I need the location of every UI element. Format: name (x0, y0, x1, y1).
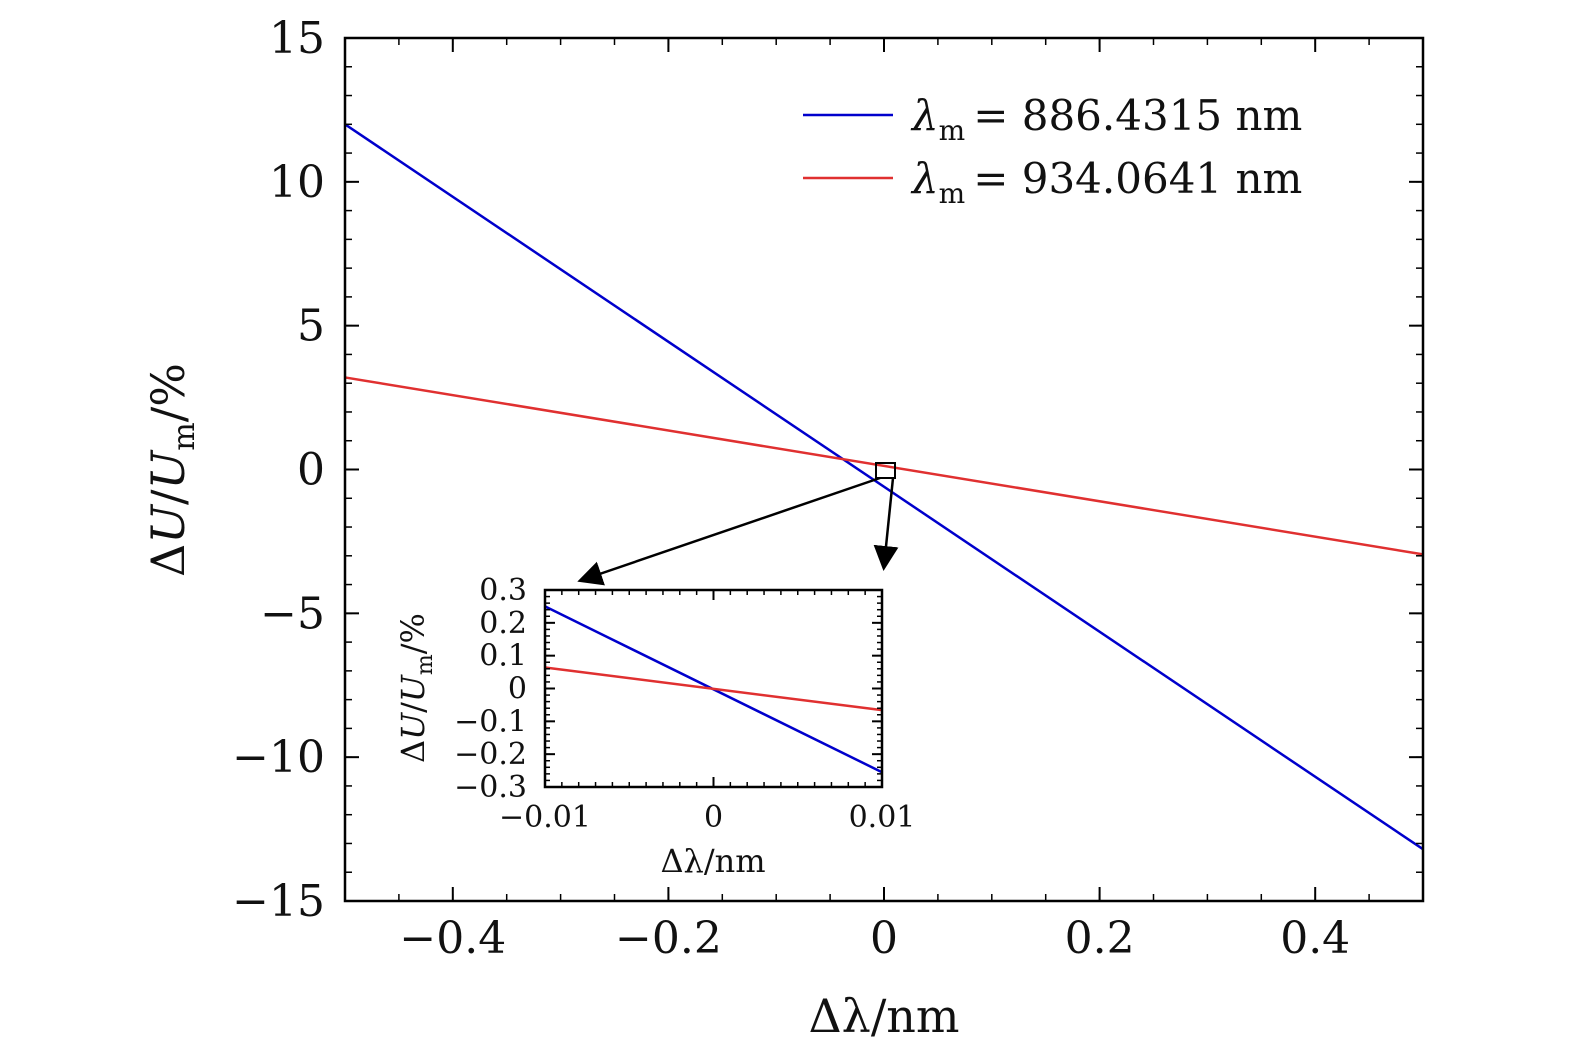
main-axis-ticks: −0.4 −0.2 0 0.2 0.4 15 10 5 0 −5 −10 −15 (232, 13, 1424, 964)
inset-x-tick-label: −0.01 (499, 800, 591, 835)
main-x-tick-label: −0.2 (615, 913, 722, 964)
inset-x-tick-label: 0.01 (849, 800, 916, 835)
main-series-line-1 (344, 123, 1424, 851)
main-x-tick-label: 0.2 (1065, 913, 1135, 964)
inset-y-tick-label: 0 (508, 672, 527, 707)
main-y-tick-label: −10 (232, 732, 325, 783)
main-y-tick-label: 5 (297, 301, 325, 352)
inset-y-tick-label: 0.3 (479, 573, 527, 608)
main-x-tick-label: −0.4 (399, 913, 506, 964)
inset-chart: −0.01 0 0.010.30.20.10−0.1−0.2−0.3 Δλ/nm Δ… (394, 573, 915, 880)
inset-y-tick-label: −0.1 (454, 704, 527, 739)
main-y-tick-label: 10 (269, 157, 325, 208)
inset-series-line-2 (544, 666, 883, 712)
main-series-line-2 (344, 376, 1424, 556)
inset-axis-ticks: −0.01 0 0.010.30.20.10−0.1−0.2−0.3 (454, 573, 915, 835)
legend: λm = 886.4315 nm λm = 934.0641 nm (803, 91, 1302, 210)
main-y-tick-label: −15 (232, 876, 325, 927)
inset-y-axis-title: ΔU/Um/% (394, 613, 438, 763)
legend-label-series-2: λm = 934.0641 nm (910, 154, 1302, 210)
main-x-tick-label: 0.4 (1280, 913, 1350, 964)
inset-y-tick-label: 0.2 (479, 606, 527, 641)
main-y-tick-label: 0 (297, 445, 325, 496)
inset-plot-lines (544, 605, 883, 774)
legend-label-series-1: λm = 886.4315 nm (910, 91, 1302, 147)
main-x-axis-title: Δλ/nm (808, 989, 959, 1043)
main-plot-lines (344, 123, 1424, 851)
zoom-arrow-left (577, 476, 881, 586)
inset-x-tick-label: 0 (704, 800, 723, 835)
zoom-region-box (875, 462, 896, 479)
inset-y-tick-label: −0.2 (454, 737, 527, 772)
inset-y-tick-label: −0.3 (454, 770, 527, 805)
zoom-arrow-right (873, 477, 899, 571)
main-y-axis-title: ΔU/Um/% (141, 363, 202, 577)
main-y-tick-label: 15 (269, 13, 325, 64)
main-x-tick-label: 0 (870, 913, 898, 964)
inset-x-axis-title: Δλ/nm (660, 842, 765, 880)
main-y-tick-label: −5 (260, 588, 325, 639)
inset-y-tick-label: 0.1 (479, 639, 527, 674)
